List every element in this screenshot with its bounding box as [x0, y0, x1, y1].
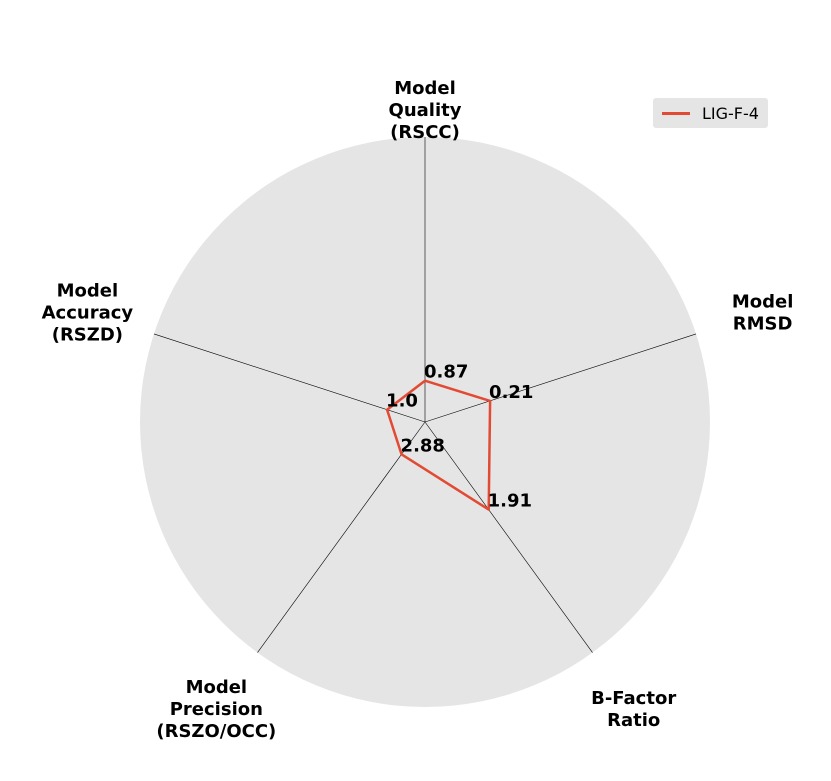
axis-label-0: Model Quality (RSCC) [389, 78, 462, 143]
value-label-2: 1.91 [488, 491, 532, 512]
axis-label-line: Model [394, 78, 456, 99]
axis-label-line: B-Factor [591, 688, 676, 709]
series-polygon-lig-f-4 [385, 379, 492, 511]
axis-label-line: Quality [389, 100, 462, 121]
value-labels: 0.87 0.21 1.91 2.88 1.0 [386, 362, 533, 512]
value-label-1: 0.21 [489, 382, 533, 403]
axis-label-2: B-Factor Ratio [591, 688, 676, 731]
axis-label-line: (RSZO/OCC) [156, 721, 276, 742]
legend: LIG-F-4 [653, 98, 768, 128]
axis-label-line: RMSD [733, 313, 793, 334]
axis-label-4: Model Accuracy (RSZD) [42, 280, 134, 345]
spoke-4 [153, 333, 426, 423]
legend-line-icon [662, 111, 690, 115]
axis-label-line: Model [186, 677, 248, 698]
spoke-1 [424, 333, 697, 423]
spoke-2 [424, 421, 593, 653]
axis-label-line: (RSZD) [52, 324, 123, 345]
axis-label-line: Model [57, 280, 119, 301]
radar-spokes [153, 137, 697, 653]
axis-label-line: (RSCC) [390, 122, 460, 143]
value-label-4: 1.0 [386, 391, 418, 412]
axis-label-line: Precision [170, 699, 263, 720]
value-label-3: 2.88 [401, 435, 445, 456]
legend-label: LIG-F-4 [702, 103, 759, 123]
axis-label-line: Accuracy [42, 302, 134, 323]
value-label-0: 0.87 [424, 362, 468, 383]
axis-label-3: Model Precision (RSZO/OCC) [156, 677, 276, 742]
axis-label-line: Model [732, 291, 794, 312]
axis-label-1: Model RMSD [732, 291, 794, 334]
axis-label-line: Ratio [607, 710, 660, 731]
spoke-3 [257, 421, 426, 653]
